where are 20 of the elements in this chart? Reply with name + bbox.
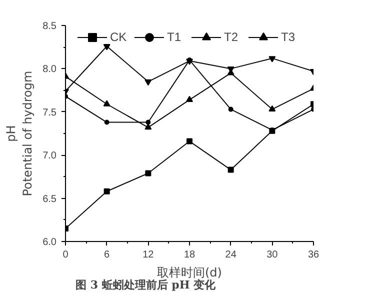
legend-label: T2 [224, 30, 240, 44]
x-tick-label: 12 [142, 250, 154, 260]
y-tick-label: 8.0 [42, 64, 57, 76]
legend-label: T1 [167, 30, 182, 44]
x-axis-title: 取样时间(d) [157, 266, 222, 280]
y-tick-label: 6.5 [42, 194, 57, 205]
caption: 图 3 蚯蚓处理前后 pH 变化 [76, 278, 217, 292]
x-tick-label: 6 [104, 250, 110, 260]
legend-label: T3 [281, 30, 296, 44]
y-tick-label: 8.5 [42, 21, 57, 32]
x-tick-label: 36 [308, 250, 320, 260]
y-tick-label: 7.0 [42, 150, 57, 162]
y-axis-title: pH Potential of hydrogm [4, 70, 35, 196]
y-tick-label: 7.5 [42, 107, 57, 118]
y-tick-label: 6.0 [42, 237, 57, 248]
x-tick-label: 0 [62, 250, 69, 260]
x-tick-label: 30 [266, 250, 278, 260]
x-tick-label: 24 [225, 250, 237, 260]
legend-label: CK [110, 30, 128, 44]
x-tick-label: 18 [184, 250, 196, 260]
